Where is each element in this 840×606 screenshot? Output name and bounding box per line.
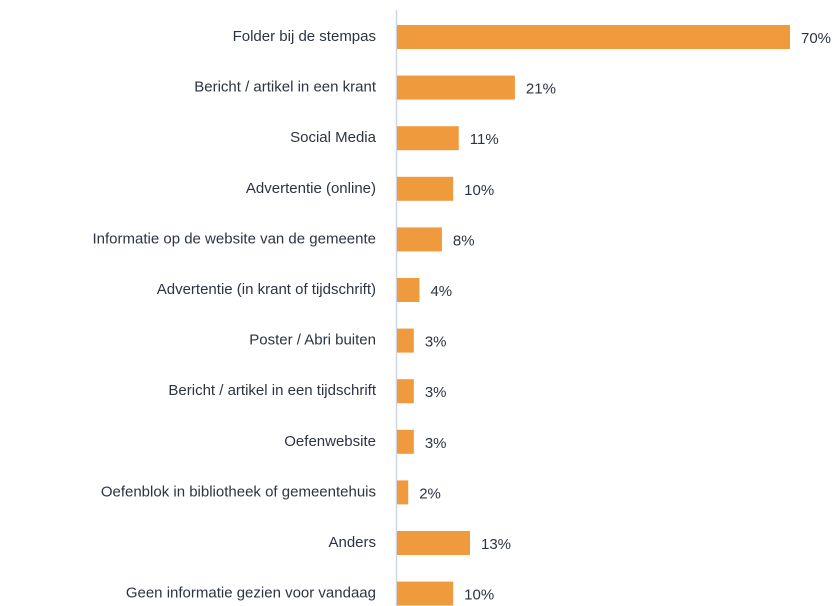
category-label: Poster / Abri buiten (249, 332, 376, 349)
bar (397, 227, 442, 252)
value-label: 11% (470, 131, 499, 148)
bar (397, 328, 414, 353)
value-label: 70% (801, 30, 831, 47)
bar (397, 278, 420, 302)
bar (397, 379, 414, 404)
category-label: Oefenwebsite (284, 433, 376, 450)
value-label: 3% (425, 435, 447, 452)
category-label: Advertentie (online) (246, 180, 376, 197)
value-label: 2% (419, 485, 441, 502)
category-label: Bericht / artikel in een tijdschrift (168, 382, 376, 399)
value-label: 10% (464, 182, 494, 199)
category-label: Advertentie (in krant of tijdschrift) (157, 281, 376, 298)
value-label: 3% (425, 334, 447, 351)
bar (397, 75, 515, 100)
value-label: 4% (430, 283, 452, 300)
bar (397, 480, 409, 505)
value-label: 10% (464, 587, 494, 604)
bar (397, 531, 470, 555)
category-label: Bericht / artikel in een krant (194, 79, 377, 96)
bar (397, 581, 454, 606)
value-label: 21% (526, 81, 556, 98)
bar (397, 176, 454, 201)
value-label: 13% (481, 536, 511, 553)
value-label: 3% (425, 384, 447, 401)
category-label: Social Media (290, 129, 377, 146)
category-label: Folder bij de stempas (233, 28, 376, 45)
bar (397, 126, 459, 151)
category-label: Geen informatie gezien voor vandaag (126, 585, 376, 602)
bar (397, 429, 414, 454)
category-label: Oefenblok in bibliotheek of gemeentehuis (101, 483, 376, 500)
category-label: Anders (328, 534, 376, 551)
category-label: Informatie op de website van de gemeente (92, 230, 376, 247)
bar (397, 25, 790, 49)
value-label: 8% (453, 232, 475, 249)
